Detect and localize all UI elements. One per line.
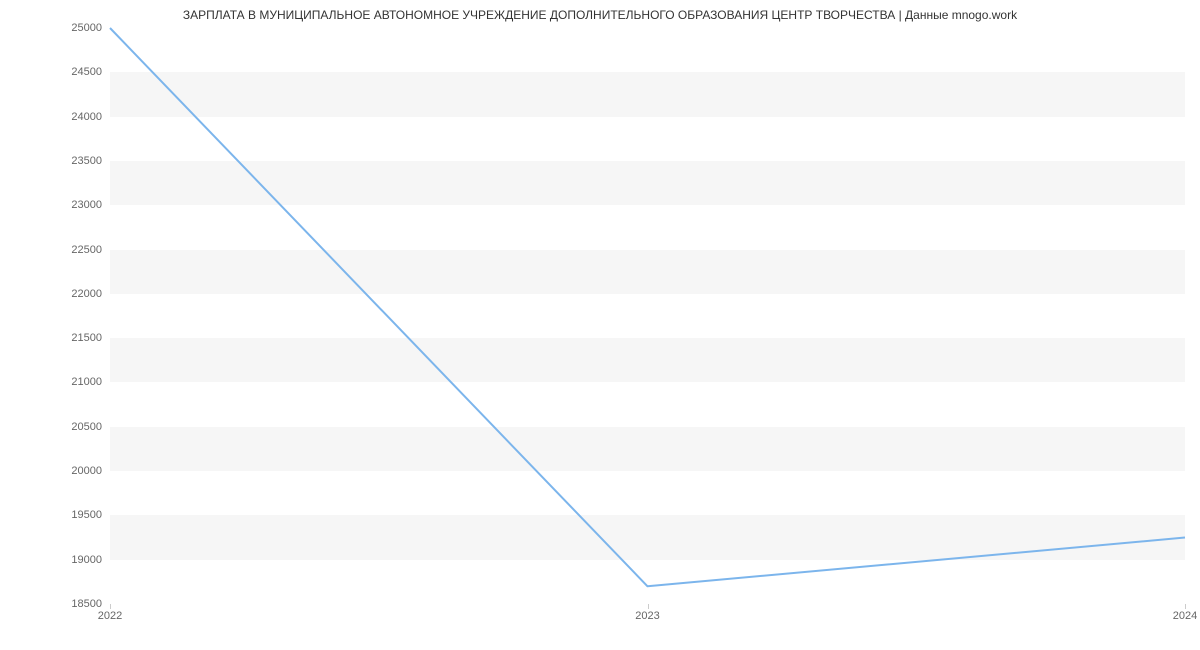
- x-tick-mark: [648, 604, 649, 609]
- y-tick-label: 22500: [71, 244, 102, 256]
- y-tick-label: 20500: [71, 421, 102, 433]
- y-tick-label: 18500: [71, 598, 102, 610]
- y-tick-label: 23000: [71, 199, 102, 211]
- y-tick-label: 19000: [71, 554, 102, 566]
- x-tick-label: 2023: [635, 610, 659, 622]
- x-tick-mark: [1185, 604, 1186, 609]
- plot-area: 1850019000195002000020500210002150022000…: [110, 28, 1185, 604]
- y-tick-label: 25000: [71, 22, 102, 34]
- x-tick-mark: [110, 604, 111, 609]
- x-tick-label: 2024: [1173, 610, 1197, 622]
- y-tick-label: 24000: [71, 111, 102, 123]
- y-tick-label: 22000: [71, 288, 102, 300]
- y-tick-label: 24500: [71, 66, 102, 78]
- y-tick-label: 21500: [71, 332, 102, 344]
- y-tick-label: 19500: [71, 509, 102, 521]
- x-tick-label: 2022: [98, 610, 122, 622]
- y-tick-label: 21000: [71, 376, 102, 388]
- series-line: [110, 28, 1185, 586]
- y-tick-label: 23500: [71, 155, 102, 167]
- salary-chart: ЗАРПЛАТА В МУНИЦИПАЛЬНОЕ АВТОНОМНОЕ УЧРЕ…: [0, 0, 1200, 650]
- line-series: [110, 28, 1185, 604]
- chart-title: ЗАРПЛАТА В МУНИЦИПАЛЬНОЕ АВТОНОМНОЕ УЧРЕ…: [0, 8, 1200, 22]
- y-tick-label: 20000: [71, 465, 102, 477]
